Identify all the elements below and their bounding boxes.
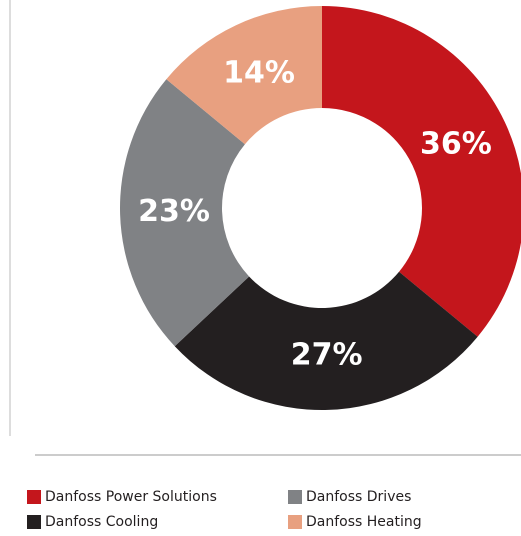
data-label: 27% xyxy=(291,337,363,372)
donut-segment xyxy=(174,271,478,410)
data-label: 14% xyxy=(223,56,295,91)
legend-swatch xyxy=(27,490,41,504)
legend-label: Danfoss Drives xyxy=(306,489,411,505)
legend-swatch xyxy=(288,515,302,529)
legend-swatch xyxy=(27,515,41,529)
legend-swatch xyxy=(288,490,302,504)
legend-label: Danfoss Cooling xyxy=(45,514,158,530)
donut-segment xyxy=(322,6,521,337)
legend-label: Danfoss Power Solutions xyxy=(45,489,217,505)
legend-label: Danfoss Heating xyxy=(306,514,422,530)
donut-segment xyxy=(166,5,322,145)
data-label: 23% xyxy=(138,194,210,229)
data-label: 36% xyxy=(420,126,492,161)
donut-segment xyxy=(120,79,250,347)
